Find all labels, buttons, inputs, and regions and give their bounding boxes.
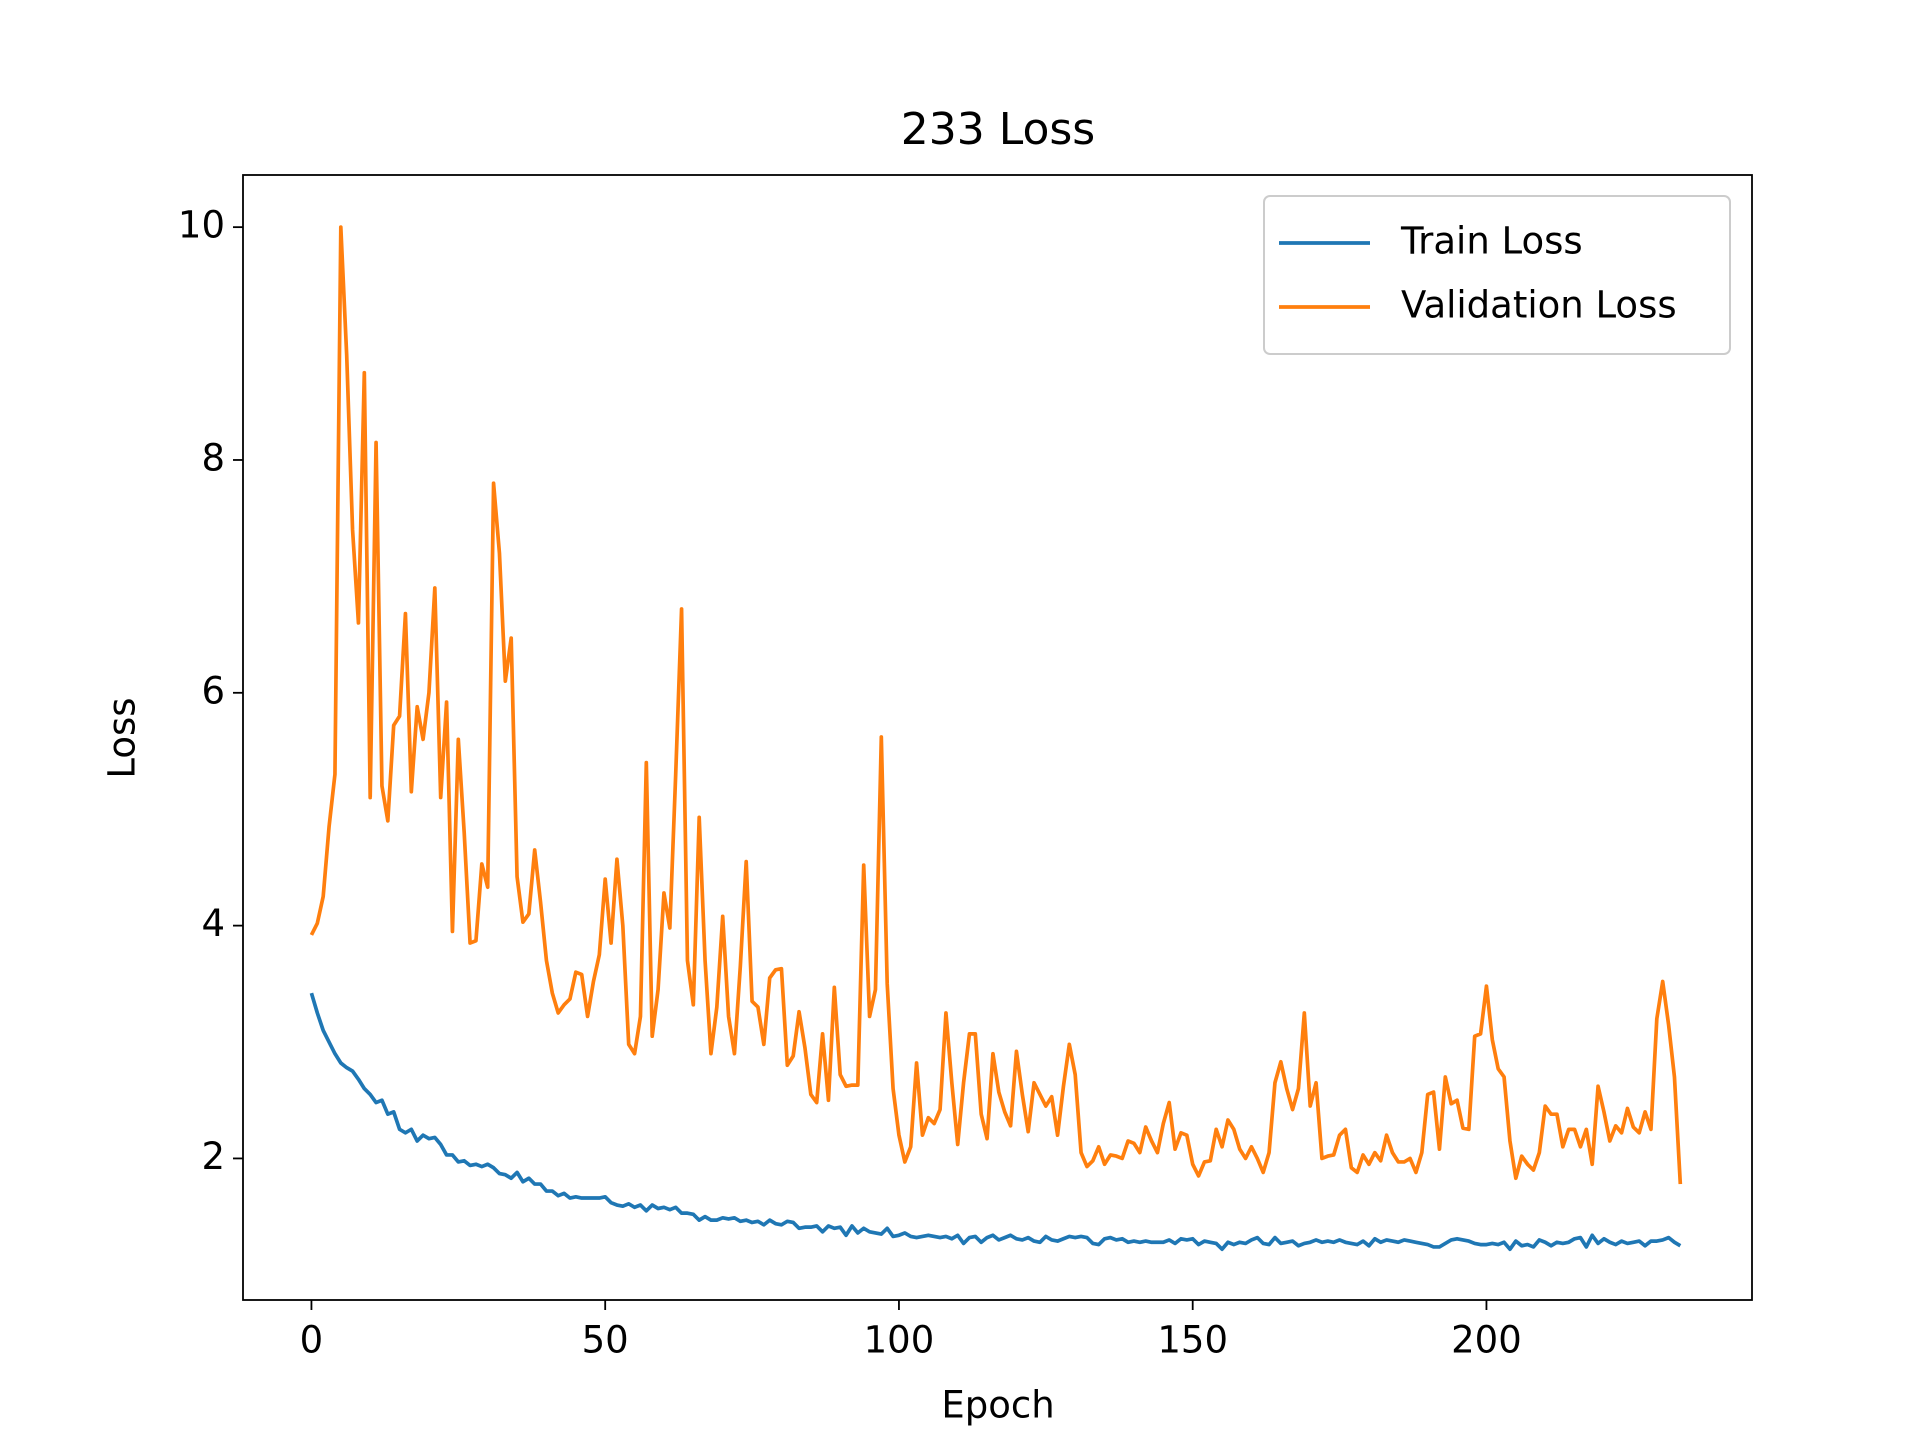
x-tick-label: 50 [582, 1319, 629, 1362]
x-tick-label: 100 [864, 1319, 935, 1362]
legend-box [1263, 195, 1731, 355]
legend-label: Train Loss [1400, 220, 1583, 263]
line-series [309, 225, 1683, 1185]
legend-label: Validation Loss [1401, 284, 1677, 327]
x-axis-label: Epoch [941, 1384, 1054, 1427]
plot-frame [242, 174, 1753, 1301]
y-tick-label: 4 [201, 902, 225, 945]
x-tick-label: 150 [1157, 1319, 1228, 1362]
y-axis-label: Loss [101, 697, 144, 778]
x-tick-label: 0 [300, 1319, 324, 1362]
y-tick-label: 10 [178, 204, 225, 247]
chart-title: 233 Loss [901, 104, 1095, 155]
y-tick-label: 2 [201, 1135, 225, 1178]
y-tick-label: 6 [201, 669, 225, 712]
x-tick-label: 200 [1451, 1319, 1522, 1362]
line-series [309, 992, 1682, 1252]
y-tick-label: 8 [201, 436, 225, 479]
